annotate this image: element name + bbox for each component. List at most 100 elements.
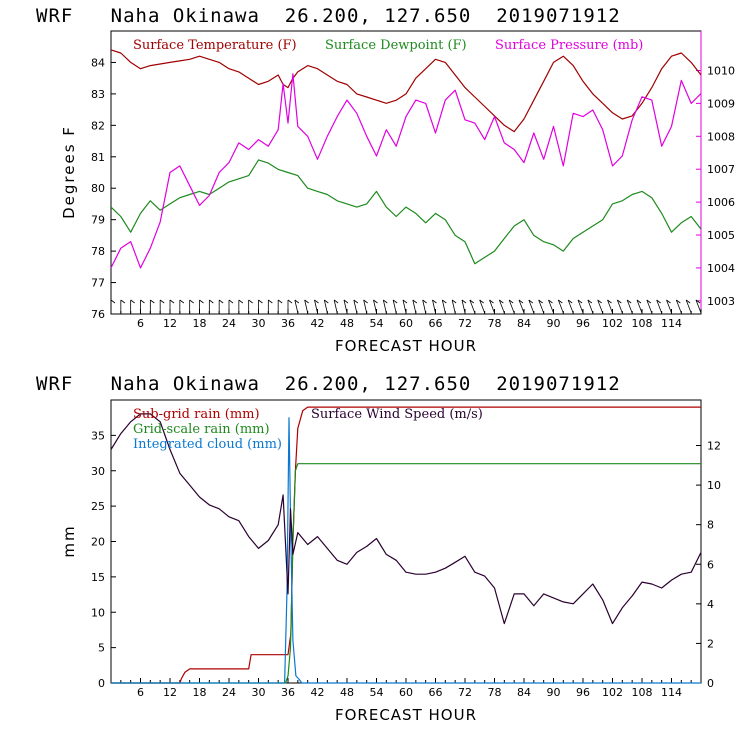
wind-barb-feather [528, 299, 534, 304]
wind-barb [461, 299, 466, 314]
wind-barb-feather [287, 299, 293, 304]
wind-barb-feather [343, 299, 349, 304]
wind-barb [636, 299, 643, 314]
y2-tick-label: 1010 [707, 64, 735, 77]
wind-barb [518, 299, 525, 314]
wind-barb-feather [159, 299, 165, 304]
wind-barb-feather [548, 299, 553, 304]
wind-barb [314, 299, 318, 314]
x-tick-label: 36 [281, 317, 295, 330]
wind-barb-feather [461, 299, 467, 304]
wind-barb-feather [489, 299, 494, 304]
wind-barb-feather [228, 299, 234, 304]
x-tick-label: 66 [429, 686, 443, 699]
y2-tick-label: 1004 [707, 262, 735, 275]
wind-barb-feather [392, 299, 398, 304]
x-tick-label: 108 [632, 317, 653, 330]
x-tick-label: 102 [602, 317, 623, 330]
legend-wind-speed: Surface Wind Speed (m/s) [311, 407, 483, 422]
wind-barb-feather [402, 299, 408, 304]
y-tick-label: 84 [91, 56, 105, 69]
wind-barb-feather [324, 299, 329, 304]
series-line-11 [111, 463, 701, 684]
wind-barb-feather [294, 299, 300, 304]
wind-barb-feather [258, 299, 263, 304]
x-tick-label: 90 [547, 317, 561, 330]
wind-barb-feather [277, 299, 283, 304]
wind-barb [607, 299, 613, 314]
x-tick-label: 114 [661, 686, 682, 699]
x-tick-label: 48 [340, 686, 354, 699]
wind-barb-feather [110, 299, 116, 304]
x-tick-label: 54 [370, 317, 384, 330]
y-tick-label: 83 [91, 88, 105, 101]
wind-barb [557, 299, 564, 314]
x-tick-label: 84 [517, 686, 531, 699]
wind-barb [548, 299, 554, 314]
wind-barb-feather [333, 299, 339, 304]
wind-barb [508, 299, 515, 314]
wind-barb-feather [577, 299, 583, 304]
wind-barb [567, 299, 574, 314]
wind-barb-feather [209, 299, 214, 304]
wind-barb [432, 299, 436, 314]
wind-barb [626, 299, 633, 314]
precipitation-chart: WRF Naha Okinawa 26.200, 127.650 2019071… [36, 373, 721, 724]
series-line-0 [110, 49, 702, 133]
x-tick-label: 42 [311, 686, 325, 699]
y-tick-label: 0 [98, 677, 105, 690]
wind-barb [666, 299, 672, 314]
temperature-chart: WRF Naha Okinawa 26.200, 127.650 2019071… [36, 5, 735, 355]
wind-barb [402, 299, 407, 314]
x-tick-label: 66 [429, 317, 443, 330]
x-tick-label: 36 [281, 686, 295, 699]
wind-barb-feather [567, 299, 573, 304]
y-tick-label: 20 [91, 536, 105, 549]
y2-tick-label: 1008 [707, 130, 735, 143]
wind-barb [392, 299, 397, 314]
y-tick-label: 78 [91, 245, 105, 258]
y-tick-label: 77 [91, 277, 105, 290]
wind-barb-feather [248, 299, 253, 304]
y-tick-label: 81 [91, 151, 105, 164]
wind-barbs [110, 299, 702, 314]
x-tick-label: 30 [252, 317, 266, 330]
wind-barb [469, 299, 476, 314]
wind-barb-feather [150, 299, 155, 304]
wind-barb [498, 299, 505, 314]
series-line-2 [110, 73, 702, 269]
wind-barb [646, 299, 653, 314]
y-tick-label: 80 [91, 182, 105, 195]
x-tick-label: 6 [137, 686, 144, 699]
wind-barb-feather [179, 299, 185, 304]
x-tick-label: 6 [137, 317, 144, 330]
wind-barb [685, 299, 692, 314]
wind-barb-feather [499, 299, 504, 304]
x-axis-label-top: FORECAST HOUR [335, 337, 477, 355]
x-tick-label: 96 [576, 686, 590, 699]
y2-tick-label: 6 [707, 558, 714, 571]
y2-tick-label: 1007 [707, 163, 735, 176]
x-tick-label: 78 [488, 686, 502, 699]
y-tick-label: 35 [91, 429, 105, 442]
x-axis-bottom: 6 12 18 24 30 36 42 48 54 60 66 72 78 84 90 96 102 108 114 [110, 678, 702, 699]
wind-barb-feather [597, 299, 602, 304]
y-axis-label-bottom: mm [60, 524, 78, 557]
wind-barb-feather [607, 299, 612, 304]
x-tick-label: 54 [370, 686, 384, 699]
wind-barb [656, 299, 663, 314]
x-tick-label: 30 [252, 686, 266, 699]
legend-integrated-cloud: Integrated cloud (mm) [133, 437, 282, 452]
series-top [110, 49, 702, 269]
y2-tick-label: 8 [707, 519, 714, 532]
wind-barb [489, 299, 495, 314]
wind-barb-feather [432, 299, 437, 304]
y-axis-top: 76 77 78 79 80 81 82 83 84 [91, 56, 116, 321]
x-axis-label-bottom: FORECAST HOUR [335, 706, 477, 724]
y-tick-label: 25 [91, 500, 105, 513]
y-axis-label-top: Degrees F [60, 125, 78, 219]
y-tick-label: 76 [91, 308, 105, 321]
x-tick-label: 48 [340, 317, 354, 330]
wind-barb [695, 299, 702, 314]
wind-barb-feather [373, 299, 378, 304]
